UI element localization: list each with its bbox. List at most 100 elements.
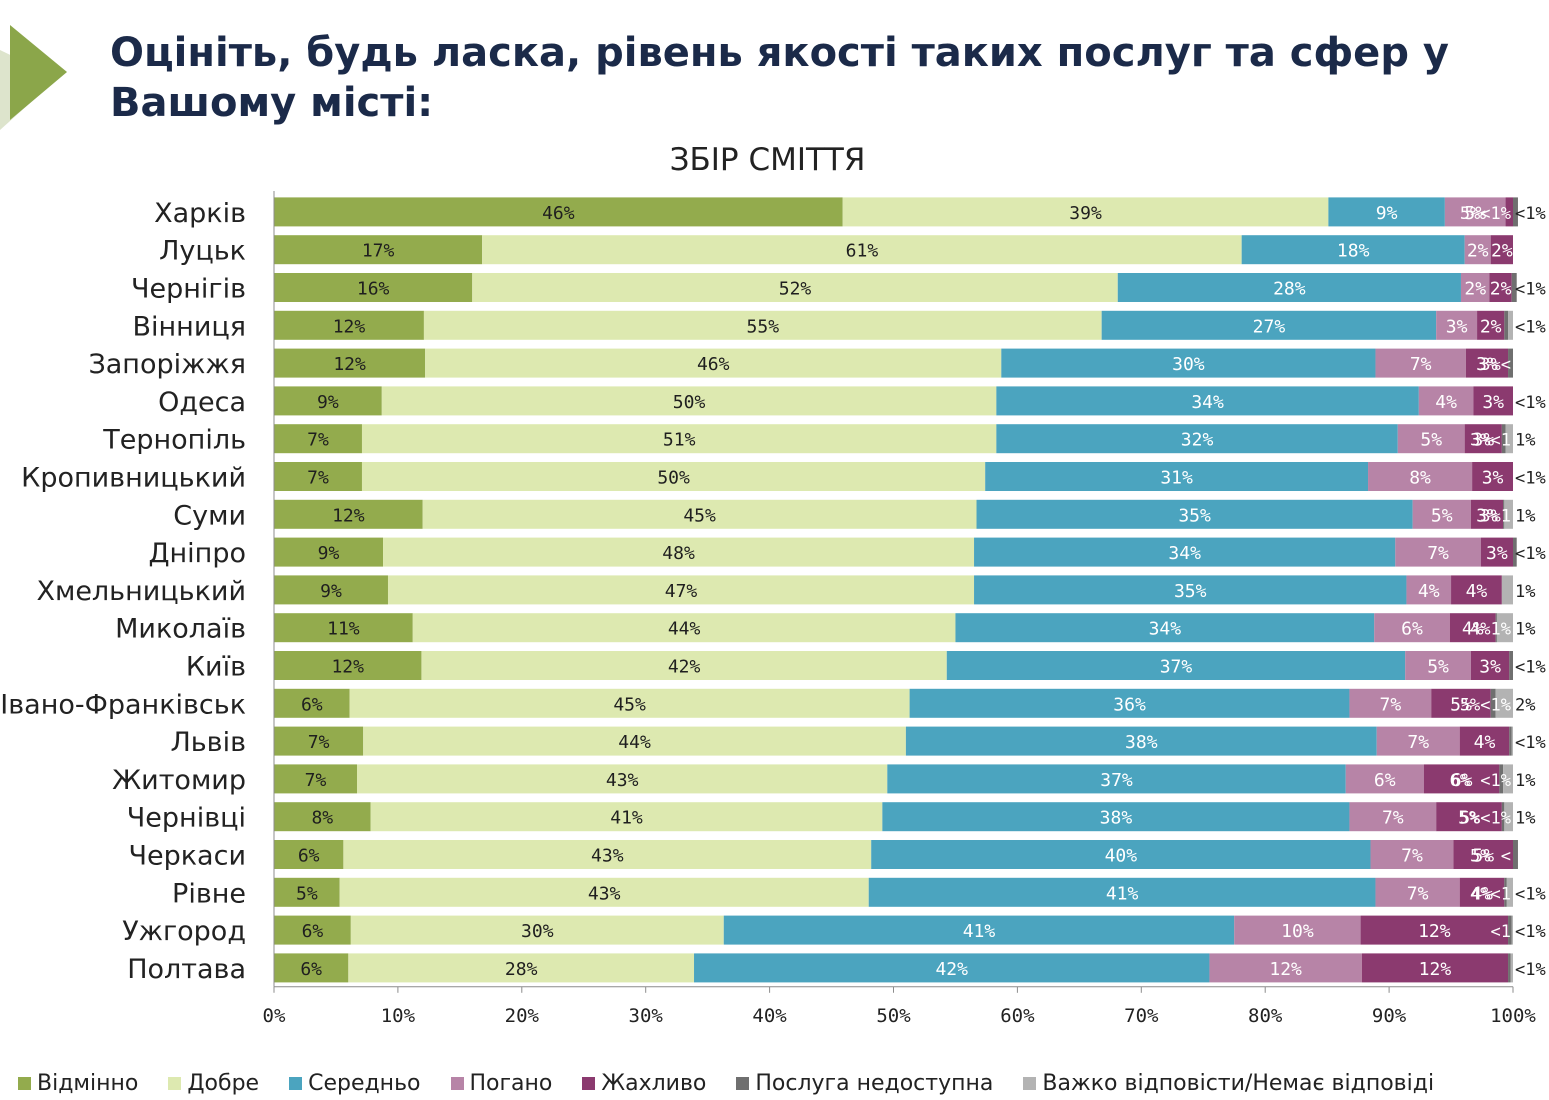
data-label: 3% xyxy=(1482,392,1504,413)
x-tick-label: 70% xyxy=(1124,1005,1159,1027)
bar-segment xyxy=(274,462,362,491)
legend-swatch xyxy=(168,1076,182,1090)
data-label: 36% xyxy=(1113,694,1146,715)
bar-segment xyxy=(361,424,997,454)
bar-segment xyxy=(1444,197,1506,227)
data-label: 12% xyxy=(332,505,365,526)
bar-segment xyxy=(274,499,423,529)
legend-label: Відмінно xyxy=(37,1070,139,1096)
row-annotation: 5% < xyxy=(1470,847,1511,867)
category-label: Львів xyxy=(170,727,246,758)
bar-segment xyxy=(387,575,975,605)
end-label: 1% xyxy=(1515,506,1535,526)
bar-segment xyxy=(1370,840,1454,869)
bar-segment xyxy=(985,462,1369,491)
page-title: Оцініть, будь ласка, рівень якості таких… xyxy=(110,30,1449,126)
data-label: 9% xyxy=(320,581,342,602)
data-label: 3% xyxy=(1486,543,1508,564)
row-annotation: 5%<1% xyxy=(1460,204,1511,224)
bar-segment xyxy=(422,499,977,529)
bar-segment xyxy=(1503,764,1513,794)
data-label: 10% xyxy=(1281,921,1314,942)
data-label: 12% xyxy=(1269,959,1302,980)
bar-segment xyxy=(274,915,351,945)
end-label: <1% xyxy=(1515,393,1546,413)
bar-segment xyxy=(1431,688,1491,718)
bar-segment xyxy=(1464,235,1491,265)
bar-segment xyxy=(1406,575,1452,605)
data-label: 12% xyxy=(1418,921,1451,942)
bar-segment xyxy=(274,273,473,302)
x-tick-label: 10% xyxy=(381,1005,416,1027)
data-label: 2% xyxy=(1467,241,1489,262)
category-label: Рівне xyxy=(172,878,246,909)
end-label: <1% xyxy=(1515,544,1546,564)
bar-segment xyxy=(1513,537,1517,567)
row-annotation: 4%<1 xyxy=(1470,884,1511,904)
category-label: Полтава xyxy=(127,954,246,985)
data-label: 7% xyxy=(305,770,327,791)
data-label: 6% xyxy=(301,694,323,715)
bar-segment xyxy=(868,877,1376,907)
data-label: 38% xyxy=(1100,808,1133,829)
end-label: <1% xyxy=(1515,884,1546,904)
data-label: 48% xyxy=(662,543,695,564)
data-label: 7% xyxy=(1379,694,1401,715)
end-label: 1% xyxy=(1515,809,1535,829)
bar-segment xyxy=(1349,688,1432,718)
data-label: 50% xyxy=(657,468,690,489)
data-label: 6% xyxy=(1451,770,1473,791)
data-label: 7% xyxy=(1410,354,1432,375)
legend-item: Відмінно xyxy=(18,1071,138,1096)
row-annotation: 3%1 xyxy=(1480,506,1511,526)
bar-segment xyxy=(1241,235,1465,265)
bar-segment xyxy=(274,840,344,869)
data-label: 41% xyxy=(610,808,643,829)
bar-segment xyxy=(1345,764,1424,794)
x-tick-label: 30% xyxy=(629,1005,664,1027)
category-label: Запоріжжя xyxy=(88,349,246,380)
data-label: 42% xyxy=(668,657,701,678)
bar-segment xyxy=(412,613,956,643)
data-label: 5% xyxy=(1458,808,1480,829)
data-label: 51% xyxy=(663,430,696,451)
bar-segment xyxy=(274,726,364,756)
data-label: 8% xyxy=(311,808,333,829)
bar-segment xyxy=(383,537,975,567)
bar-segment xyxy=(955,613,1375,643)
data-label: 12% xyxy=(1419,959,1452,980)
legend-label: Жахливо xyxy=(601,1070,707,1096)
data-label: 35% xyxy=(1174,581,1207,602)
row-annotation: <1 xyxy=(1491,922,1511,942)
data-label: 4% xyxy=(1462,619,1484,640)
data-label: 9% xyxy=(317,392,339,413)
legend-swatch xyxy=(1023,1076,1037,1090)
data-label: 5% xyxy=(296,883,318,904)
data-label: 30% xyxy=(521,921,554,942)
bar-segment xyxy=(1508,348,1513,378)
bar-segment xyxy=(348,953,695,983)
bar-segment xyxy=(1001,348,1376,378)
bar-segment xyxy=(1504,499,1513,529)
bar-segment xyxy=(1464,424,1502,454)
data-label: 43% xyxy=(591,846,624,867)
category-label: Харків xyxy=(154,198,246,229)
legend-swatch xyxy=(450,1076,464,1090)
bar-segment xyxy=(1395,537,1481,567)
bar-segment xyxy=(350,915,724,945)
legend-label: Середньо xyxy=(308,1070,421,1096)
bar-segment xyxy=(472,273,1118,302)
row-annotation: 5%<1% xyxy=(1460,809,1511,829)
bar-segment xyxy=(1504,310,1509,340)
x-tick-label: 60% xyxy=(1000,1005,1035,1027)
bar-segment xyxy=(1506,877,1513,907)
data-label: 61% xyxy=(846,241,879,262)
bar-segment xyxy=(1459,877,1505,907)
bar-segment xyxy=(1490,235,1513,265)
data-label: 43% xyxy=(588,883,621,904)
data-label: 12% xyxy=(333,316,366,337)
data-label: 3% xyxy=(1476,354,1498,375)
x-tick-label: 40% xyxy=(752,1005,787,1027)
bar-segment xyxy=(1460,273,1490,302)
data-label: 5% xyxy=(1427,657,1449,678)
